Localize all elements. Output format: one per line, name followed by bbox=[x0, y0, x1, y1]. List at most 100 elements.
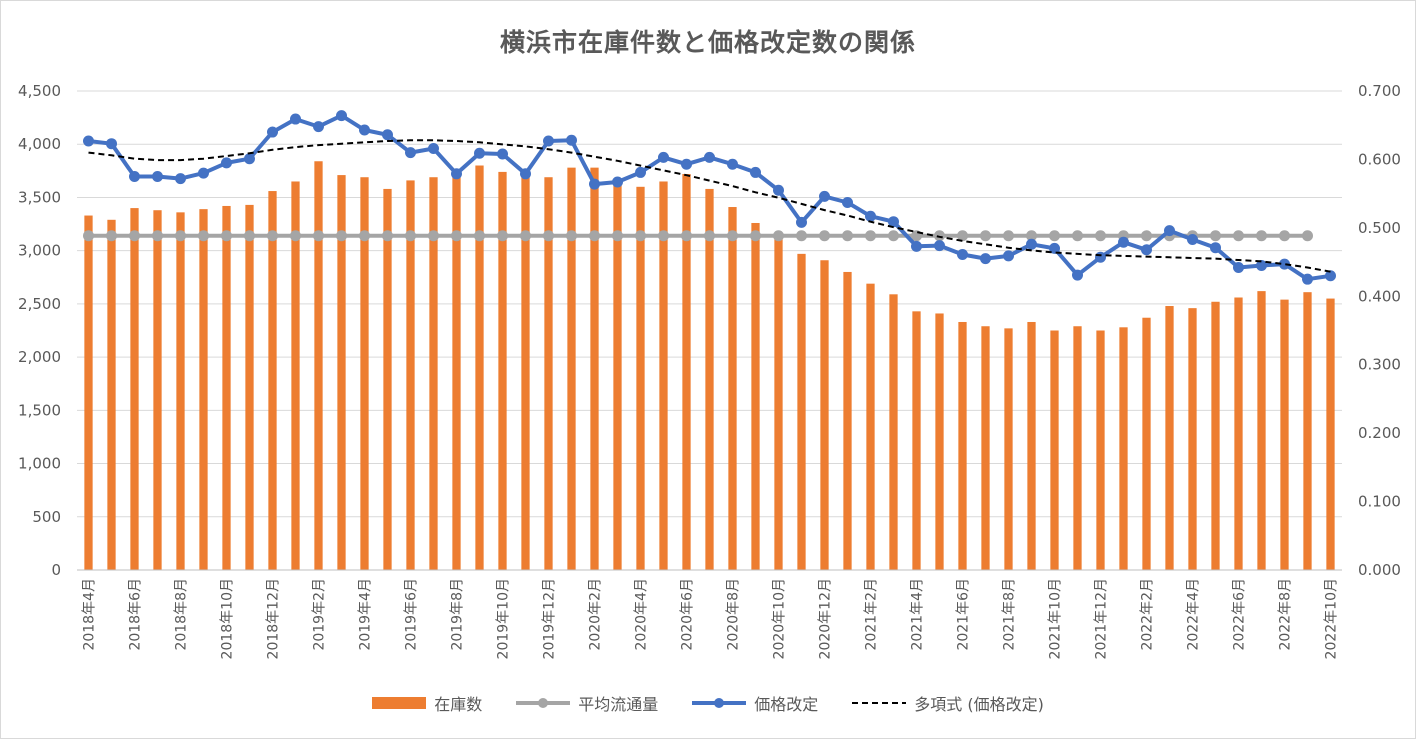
x-axis-tick-label: 2021年6月 bbox=[956, 578, 972, 651]
x-axis-tick-label: 2022年8月 bbox=[1278, 578, 1294, 651]
data-point bbox=[750, 230, 761, 242]
data-point bbox=[497, 230, 508, 242]
x-axis-tick-label: 2019年8月 bbox=[450, 578, 466, 651]
data-point bbox=[198, 230, 209, 242]
bar bbox=[498, 171, 507, 571]
data-point bbox=[106, 138, 117, 150]
data-point bbox=[543, 135, 554, 147]
bar bbox=[1027, 321, 1036, 570]
chart-title: 横浜市在庫件数と価格改定数の関係 bbox=[499, 28, 916, 57]
x-axis-tick-label: 2021年10月 bbox=[1048, 578, 1064, 659]
data-point bbox=[750, 166, 761, 178]
right-axis-tick-label: 0.400 bbox=[1358, 287, 1401, 305]
data-point bbox=[290, 230, 301, 242]
legend-item-price-revision[interactable]: 価格改定 bbox=[692, 691, 818, 715]
bar bbox=[429, 177, 438, 570]
data-point bbox=[1233, 262, 1244, 274]
left-axis-tick-label: 1,500 bbox=[18, 401, 61, 419]
data-point bbox=[796, 230, 807, 242]
data-point bbox=[474, 147, 485, 159]
x-axis-tick-label: 2020年12月 bbox=[818, 578, 834, 659]
data-point bbox=[1279, 230, 1290, 242]
data-point bbox=[819, 230, 830, 242]
bar bbox=[659, 181, 668, 570]
x-axis-tick-label: 2021年12月 bbox=[1094, 578, 1110, 659]
data-point bbox=[428, 142, 439, 154]
bar bbox=[1326, 298, 1335, 570]
data-point bbox=[1302, 273, 1313, 285]
trendline bbox=[88, 139, 1331, 273]
x-axis-tick-label: 2021年8月 bbox=[1002, 578, 1018, 651]
data-point bbox=[520, 230, 531, 242]
data-point bbox=[635, 166, 646, 178]
left-axis-tick-label: 3,000 bbox=[18, 242, 61, 260]
data-point bbox=[1279, 258, 1290, 270]
legend-swatch-blue-line bbox=[692, 698, 747, 708]
data-point bbox=[612, 230, 623, 242]
data-point bbox=[267, 126, 278, 138]
data-point bbox=[221, 157, 232, 169]
data-point bbox=[405, 230, 416, 242]
data-point bbox=[589, 178, 600, 190]
bar-series-inventory bbox=[84, 161, 1335, 571]
data-point bbox=[1210, 242, 1221, 254]
bar bbox=[245, 204, 254, 570]
legend-swatch-gray-line bbox=[516, 698, 571, 708]
left-axis: 0 500 1,000 1,500 2,000 2,500 3,000 3,500 4,000 4… bbox=[18, 82, 61, 579]
x-axis-tick-label: 2018年4月 bbox=[82, 578, 98, 651]
data-point bbox=[1072, 230, 1083, 242]
line-series-average-volume bbox=[83, 230, 1313, 242]
data-point bbox=[773, 230, 784, 242]
legend-item-average-volume[interactable]: 平均流通量 bbox=[516, 691, 658, 715]
x-axis-tick-label: 2021年2月 bbox=[864, 578, 880, 651]
data-point bbox=[957, 230, 968, 242]
data-point bbox=[1003, 230, 1014, 242]
legend-item-inventory[interactable]: 在庫数 bbox=[372, 691, 482, 715]
legend-item-trendline[interactable]: 多項式 (価格改定) bbox=[852, 691, 1044, 715]
data-point bbox=[83, 135, 94, 147]
data-point bbox=[1187, 233, 1198, 245]
data-point bbox=[1256, 259, 1267, 271]
legend-swatch-dashed-line bbox=[852, 702, 907, 704]
x-axis: 2018年4月 2018年6月 2018年8月 2018年10月 2018年12月 201… bbox=[77, 569, 1342, 659]
data-point bbox=[175, 173, 186, 185]
right-axis-tick-label: 0.300 bbox=[1358, 356, 1401, 374]
bar bbox=[636, 186, 645, 571]
bar bbox=[981, 326, 990, 570]
bar bbox=[682, 174, 691, 570]
bar bbox=[590, 167, 599, 570]
line-series-price-revision bbox=[83, 110, 1336, 285]
data-point bbox=[1049, 242, 1060, 254]
data-point bbox=[152, 171, 163, 183]
right-axis-tick-label: 0.700 bbox=[1358, 82, 1401, 100]
right-axis-tick-label: 0.100 bbox=[1358, 493, 1401, 511]
data-point bbox=[796, 216, 807, 228]
data-point bbox=[727, 158, 738, 170]
bar bbox=[1073, 326, 1082, 570]
x-axis-tick-label: 2020年2月 bbox=[588, 578, 604, 651]
bar bbox=[1234, 297, 1243, 570]
bar bbox=[705, 188, 714, 570]
data-point bbox=[1325, 270, 1336, 282]
data-point bbox=[313, 230, 324, 242]
x-axis-tick-label: 2022年10月 bbox=[1324, 578, 1340, 659]
data-point bbox=[957, 249, 968, 261]
left-axis-tick-label: 500 bbox=[32, 508, 61, 526]
data-point bbox=[83, 230, 94, 242]
data-point bbox=[1210, 230, 1221, 242]
data-point bbox=[313, 121, 324, 133]
bar bbox=[1050, 330, 1059, 570]
data-point bbox=[704, 230, 715, 242]
bar bbox=[406, 180, 415, 570]
data-point bbox=[497, 148, 508, 160]
bar bbox=[1257, 291, 1266, 570]
data-point bbox=[612, 176, 623, 188]
data-point bbox=[451, 168, 462, 180]
bar bbox=[544, 177, 553, 570]
data-point bbox=[980, 253, 991, 265]
bar bbox=[935, 313, 944, 570]
bar bbox=[383, 188, 392, 570]
data-point bbox=[106, 230, 117, 242]
data-point bbox=[290, 113, 301, 125]
trendline-series bbox=[88, 139, 1331, 273]
